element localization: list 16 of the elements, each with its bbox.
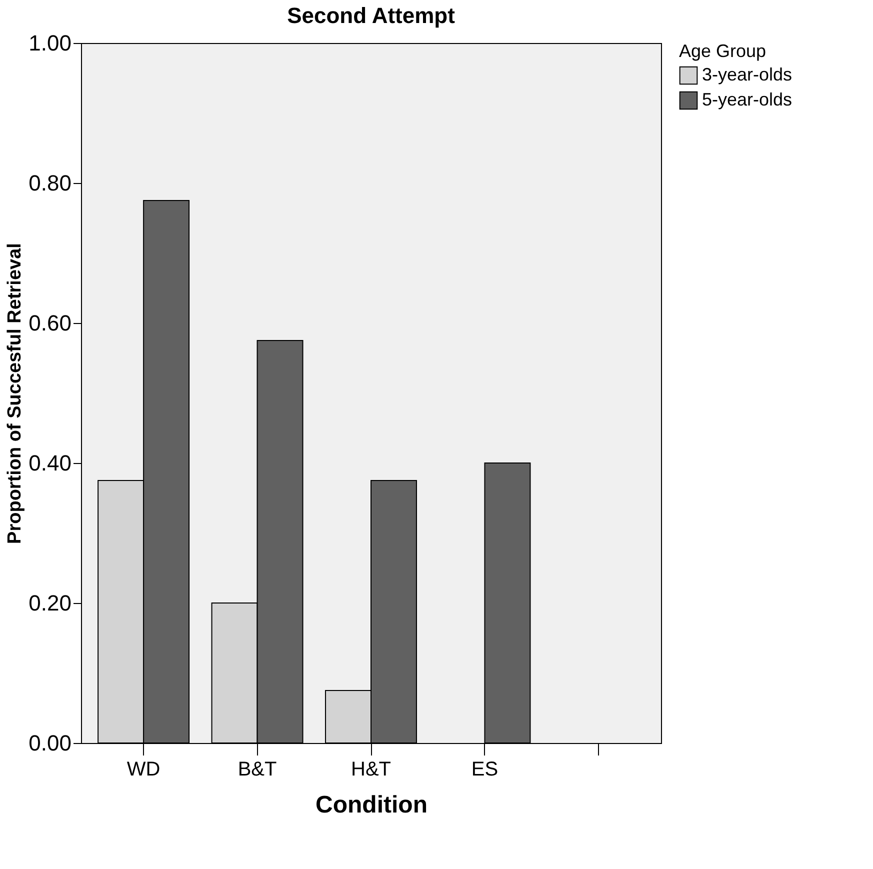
y-axis-title: Proportion of Succesful Retrieval <box>4 243 26 544</box>
y-tick-label: 1.00 <box>28 30 72 56</box>
x-axis-title: Condition <box>316 792 428 818</box>
y-tick-label: 0.60 <box>28 310 72 336</box>
x-tick-label: B&T <box>238 758 277 780</box>
y-tick-label: 0.00 <box>28 730 72 756</box>
legend-label: 5-year-olds <box>702 90 792 110</box>
x-tick-label: ES <box>471 758 498 780</box>
y-tick-label: 0.20 <box>28 590 72 616</box>
legend-title: Age Group <box>679 41 766 61</box>
chart-title: Second Attempt <box>287 3 456 28</box>
x-tick-label: WD <box>126 758 160 780</box>
y-tick-label: 0.80 <box>28 170 72 196</box>
x-tick-label: H&T <box>351 758 391 780</box>
legend-label: 3-year-olds <box>702 64 792 84</box>
y-tick-label: 0.40 <box>28 450 72 476</box>
